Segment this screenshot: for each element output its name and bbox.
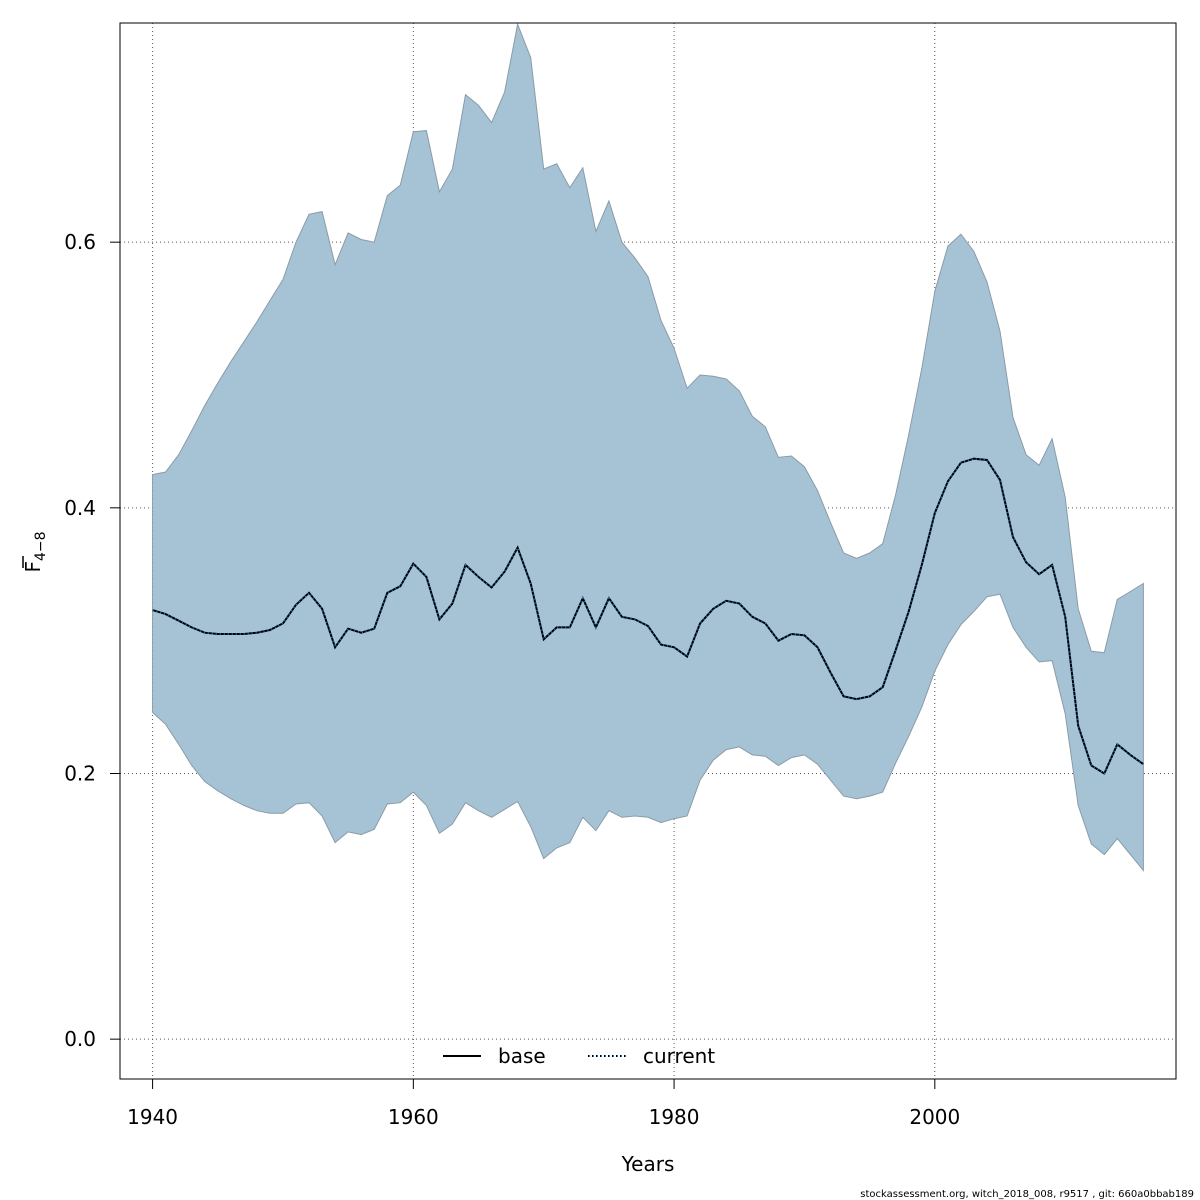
y-axis-title-sub: 4−8 <box>33 531 49 561</box>
axis-ticks: 1940 1960 1980 2000 0.0 0.2 0.4 0.6 <box>64 230 960 1129</box>
y-tick-label: 0.0 <box>64 1027 96 1051</box>
confidence-band <box>152 22 1144 872</box>
series-lines <box>152 457 1144 775</box>
y-axis-title-main: F <box>21 561 45 573</box>
x-axis-title: Years <box>621 1152 675 1176</box>
x-tick-label: 1940 <box>127 1105 178 1129</box>
legend: base current <box>443 1044 715 1068</box>
plot-frame <box>119 22 1177 1080</box>
y-tick-label: 0.4 <box>64 496 96 520</box>
confidence-band-area <box>152 22 1144 872</box>
footer-note: stockassessment.org, witch_2018_008, r95… <box>860 1189 1194 1200</box>
series-line-base <box>152 457 1144 775</box>
y-tick-label: 0.6 <box>64 230 96 254</box>
legend-label-base: base <box>498 1044 546 1068</box>
x-tick-label: 1980 <box>649 1105 700 1129</box>
x-tick-label: 2000 <box>909 1105 960 1129</box>
y-axis-title: F4−8 <box>21 531 49 572</box>
y-tick-label: 0.2 <box>64 761 96 785</box>
svg-text:F4−8: F4−8 <box>21 531 49 572</box>
legend-label-current: current <box>643 1044 715 1068</box>
x-tick-label: 1960 <box>388 1105 439 1129</box>
